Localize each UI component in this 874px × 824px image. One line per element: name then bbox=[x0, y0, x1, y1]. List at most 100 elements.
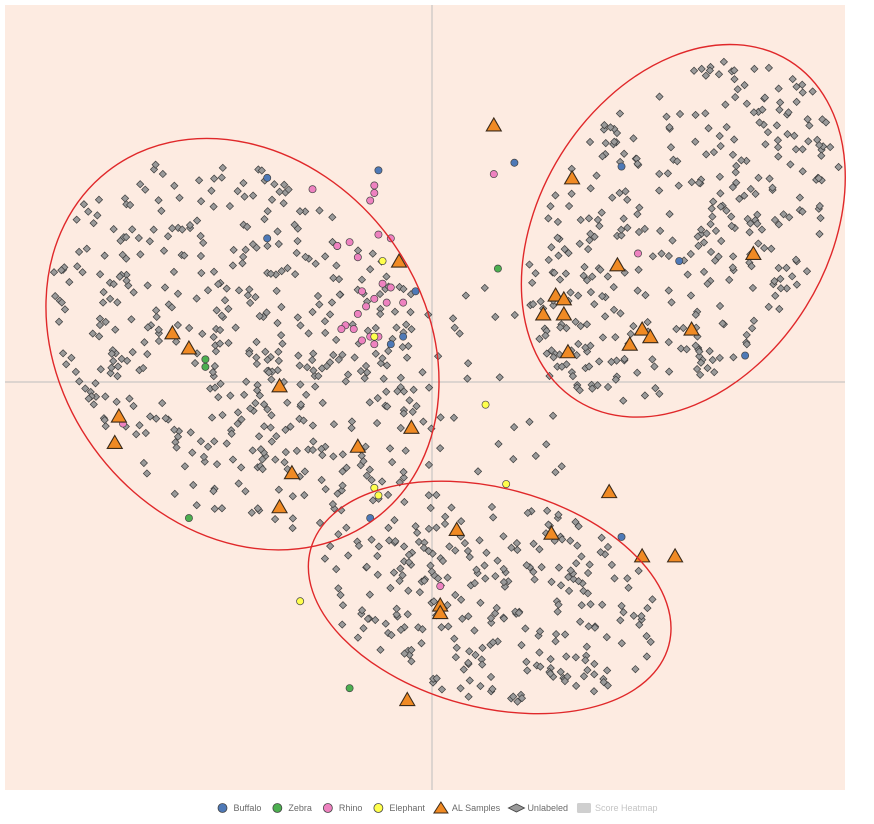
unlabeled-point bbox=[619, 608, 628, 617]
unlabeled-point bbox=[347, 423, 356, 433]
unlabeled-point bbox=[376, 309, 385, 319]
unlabeled-point bbox=[109, 225, 118, 234]
unlabeled-point bbox=[212, 460, 222, 469]
legend-item-zebra[interactable]: Zebra bbox=[272, 803, 312, 813]
unlabeled-point bbox=[834, 162, 843, 172]
unlabeled-point bbox=[363, 614, 373, 624]
unlabeled-point bbox=[785, 213, 794, 222]
unlabeled-point bbox=[640, 224, 649, 233]
unlabeled-point bbox=[296, 321, 305, 330]
unlabeled-point bbox=[611, 333, 620, 342]
unlabeled-point bbox=[633, 159, 642, 168]
unlabeled-point bbox=[782, 263, 791, 272]
unlabeled-point bbox=[535, 334, 544, 343]
al-sample-point bbox=[271, 377, 289, 393]
unlabeled-point bbox=[157, 206, 166, 215]
unlabeled-point bbox=[718, 319, 727, 328]
legend-item-al-samples[interactable]: AL Samples bbox=[433, 801, 501, 814]
unlabeled-point bbox=[427, 567, 436, 576]
unlabeled-point bbox=[248, 446, 257, 455]
unlabeled-point bbox=[399, 473, 408, 482]
unlabeled-point bbox=[567, 189, 576, 198]
unlabeled-point bbox=[255, 391, 264, 400]
al-sample-point bbox=[180, 339, 198, 355]
unlabeled-point bbox=[448, 314, 458, 323]
legend-item-rhino[interactable]: Rhino bbox=[322, 803, 362, 813]
unlabeled-point bbox=[776, 284, 785, 293]
unlabeled-point bbox=[664, 286, 673, 295]
unlabeled-point bbox=[574, 522, 583, 531]
unlabeled-point bbox=[589, 687, 599, 696]
unlabeled-point bbox=[665, 209, 674, 219]
unlabeled-point bbox=[620, 354, 629, 364]
unlabeled-point bbox=[542, 349, 551, 358]
unlabeled-point bbox=[784, 108, 793, 117]
unlabeled-point bbox=[374, 542, 383, 551]
unlabeled-point bbox=[379, 374, 388, 383]
legend-item-unlabeled[interactable]: Unlabeled bbox=[507, 803, 568, 813]
unlabeled-point bbox=[154, 336, 164, 346]
unlabeled-point bbox=[531, 269, 540, 278]
unlabeled-point bbox=[146, 412, 155, 421]
unlabeled-point bbox=[62, 360, 71, 369]
unlabeled-point bbox=[220, 296, 230, 305]
legend-item-elephant[interactable]: Elephant bbox=[373, 803, 426, 813]
legend-item-buffalo[interactable]: Buffalo bbox=[217, 803, 261, 813]
unlabeled-point bbox=[573, 541, 582, 550]
unlabeled-point bbox=[710, 368, 719, 377]
unlabeled-point bbox=[818, 115, 827, 124]
buffalo-point bbox=[374, 166, 383, 175]
unlabeled-point bbox=[402, 320, 411, 329]
unlabeled-point bbox=[775, 105, 784, 114]
unlabeled-point bbox=[691, 110, 700, 120]
unlabeled-point bbox=[151, 160, 160, 169]
rhino-point bbox=[370, 189, 379, 197]
unlabeled-point bbox=[575, 239, 584, 248]
unlabeled-point bbox=[209, 372, 218, 381]
unlabeled-point bbox=[140, 338, 149, 347]
unlabeled-point bbox=[621, 187, 630, 196]
unlabeled-point bbox=[607, 560, 616, 569]
unlabeled-point bbox=[281, 448, 290, 457]
elephant-point bbox=[378, 257, 387, 265]
unlabeled-point bbox=[815, 201, 824, 211]
unlabeled-point bbox=[754, 239, 763, 248]
unlabeled-point bbox=[313, 291, 323, 301]
unlabeled-point bbox=[406, 308, 415, 317]
unlabeled-point bbox=[648, 595, 657, 604]
unlabeled-point bbox=[338, 481, 347, 490]
unlabeled-point bbox=[443, 573, 452, 582]
legend-item-score-heatmap[interactable]: Score Heatmap bbox=[576, 803, 658, 813]
unlabeled-point bbox=[615, 109, 625, 118]
unlabeled-point bbox=[277, 331, 286, 340]
unlabeled-point bbox=[419, 417, 428, 426]
unlabeled-point bbox=[172, 443, 181, 452]
unlabeled-point bbox=[170, 489, 179, 498]
unlabeled-point bbox=[240, 390, 249, 399]
unlabeled-point bbox=[583, 568, 593, 578]
unlabeled-point bbox=[399, 409, 408, 418]
unlabeled-point bbox=[109, 356, 118, 366]
unlabeled-point bbox=[383, 402, 392, 411]
unlabeled-point bbox=[328, 213, 337, 222]
unlabeled-point bbox=[551, 637, 560, 646]
unlabeled-point bbox=[758, 105, 767, 114]
unlabeled-point bbox=[581, 656, 590, 665]
unlabeled-point bbox=[656, 226, 665, 235]
unlabeled-point bbox=[637, 612, 646, 621]
unlabeled-point bbox=[728, 183, 737, 192]
unlabeled-point bbox=[320, 554, 330, 563]
unlabeled-point bbox=[441, 512, 450, 521]
unlabeled-point bbox=[400, 649, 409, 658]
unlabeled-point bbox=[381, 619, 390, 628]
unlabeled-point bbox=[154, 196, 163, 205]
unlabeled-point bbox=[770, 215, 780, 225]
unlabeled-point bbox=[224, 304, 233, 313]
unlabeled-point bbox=[107, 349, 116, 358]
unlabeled-point bbox=[210, 383, 220, 392]
unlabeled-point bbox=[703, 363, 712, 373]
unlabeled-point bbox=[101, 317, 110, 327]
unlabeled-point bbox=[579, 672, 589, 681]
unlabeled-point bbox=[387, 630, 396, 640]
unlabeled-point bbox=[106, 294, 115, 303]
